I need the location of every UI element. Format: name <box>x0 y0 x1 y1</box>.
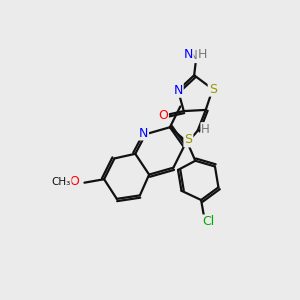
Text: N: N <box>173 84 183 97</box>
Text: CH₃: CH₃ <box>52 177 71 187</box>
Text: H: H <box>198 48 207 61</box>
Text: H: H <box>201 123 210 136</box>
Text: Cl: Cl <box>202 215 214 229</box>
Text: S: S <box>184 134 192 146</box>
Text: N: N <box>184 48 193 61</box>
Text: O: O <box>69 176 79 188</box>
Text: N: N <box>139 127 148 140</box>
Text: O: O <box>158 109 168 122</box>
Text: S: S <box>209 82 217 96</box>
Text: NH: NH <box>189 49 206 62</box>
